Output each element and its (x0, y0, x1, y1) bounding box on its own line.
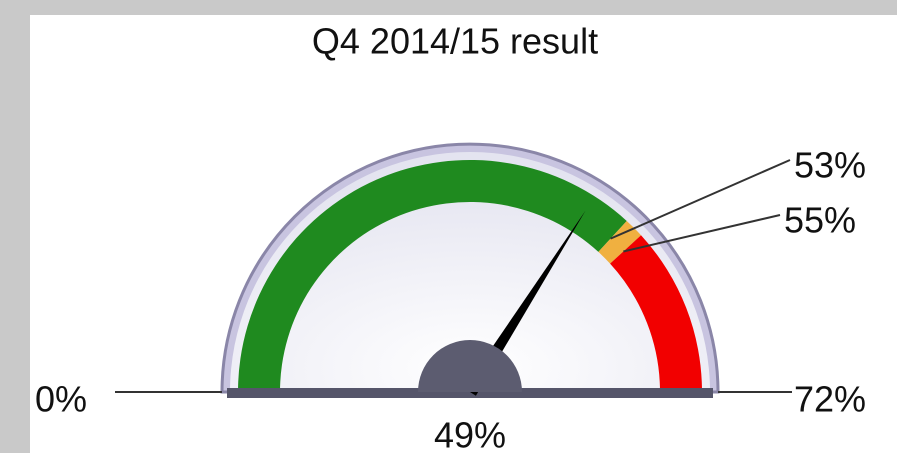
value-label: 49% (434, 415, 506, 453)
tick-line (623, 214, 781, 253)
chart-title: Q4 2014/15 result (312, 21, 598, 62)
tick-line (610, 159, 791, 240)
dial-base (227, 388, 713, 398)
gauge-band (610, 235, 702, 392)
tick-label: 0% (35, 379, 87, 420)
tick-label: 55% (784, 200, 856, 241)
gauge-band (598, 220, 642, 264)
tick-label: 53% (794, 145, 866, 186)
needle-hub (418, 340, 522, 392)
tick-label: 72% (794, 379, 866, 420)
gauge-band (238, 160, 627, 392)
